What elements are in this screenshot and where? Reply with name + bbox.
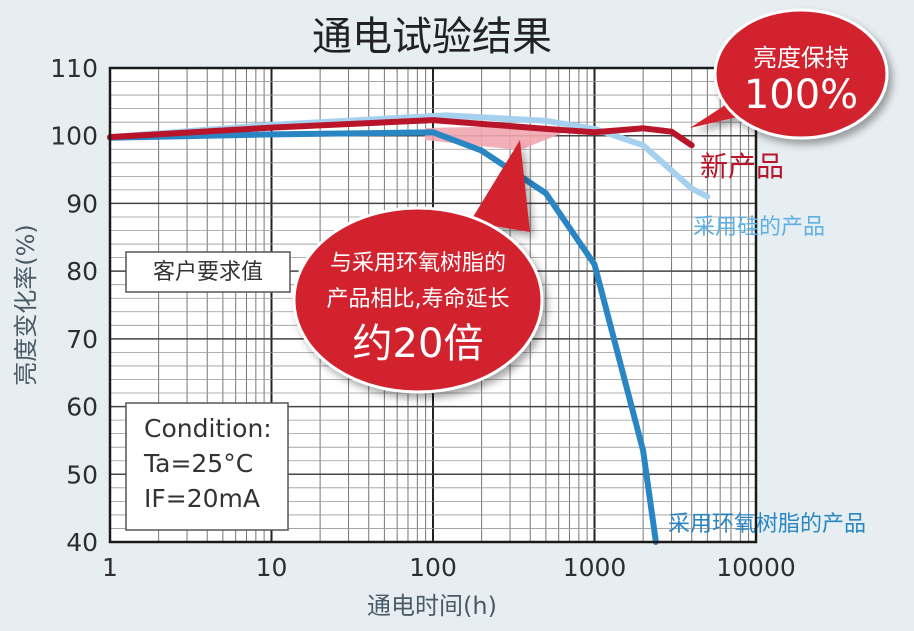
y-tick-label: 80 — [66, 257, 98, 286]
x-tick-label: 10 — [256, 553, 288, 582]
callout-lifetime-line3: 约20倍 — [353, 321, 484, 367]
x-axis-label: 通电时间(h) — [367, 592, 497, 620]
callout-lifetime — [292, 140, 544, 394]
chart-title: 通电试验结果 — [312, 14, 552, 60]
x-tick-label: 1000 — [563, 553, 627, 582]
y-tick-label: 90 — [66, 189, 98, 218]
plot-frame — [108, 66, 758, 544]
x-tick-label: 10000 — [716, 553, 796, 582]
y-axis-label: 亮度变化率(%) — [12, 224, 40, 386]
callout-lifetime-line1: 与采用环氧树脂的 — [330, 251, 506, 276]
x-tick-label: 1 — [102, 553, 118, 582]
condition-line: Ta=25°C — [143, 449, 253, 478]
callout-brightness-line1: 亮度保持 — [753, 44, 849, 72]
series-label-epoxy: 采用环氧树脂的产品 — [668, 512, 866, 537]
y-tick-label: 40 — [66, 528, 98, 557]
condition-box — [125, 402, 289, 531]
y-tick-label: 50 — [66, 460, 98, 489]
series-label-silicone: 采用硅的产品 — [693, 215, 825, 240]
y-tick-label: 100 — [50, 122, 98, 151]
series-line — [107, 117, 695, 149]
x-tick-labels: 1 10 100 1000 10000 — [102, 553, 796, 582]
callout-lifetime-line2: 产品相比,寿命延长 — [327, 287, 510, 312]
callout-brightness-line2: 100% — [744, 72, 858, 118]
condition-line: Condition: — [144, 414, 272, 443]
callout-brightness — [690, 8, 889, 140]
condition-line: IF=20mA — [144, 484, 260, 513]
y-tick-label: 70 — [66, 325, 98, 354]
reference-label: 客户要求值 — [153, 260, 263, 285]
reference-label-box — [125, 251, 291, 293]
series-label-new: 新产品 — [700, 150, 784, 183]
y-tick-labels: 40 50 60 70 80 90 100 110 — [50, 54, 98, 557]
y-tick-label: 110 — [50, 54, 98, 83]
x-tick-label: 100 — [409, 553, 457, 582]
y-tick-label: 60 — [66, 393, 98, 422]
